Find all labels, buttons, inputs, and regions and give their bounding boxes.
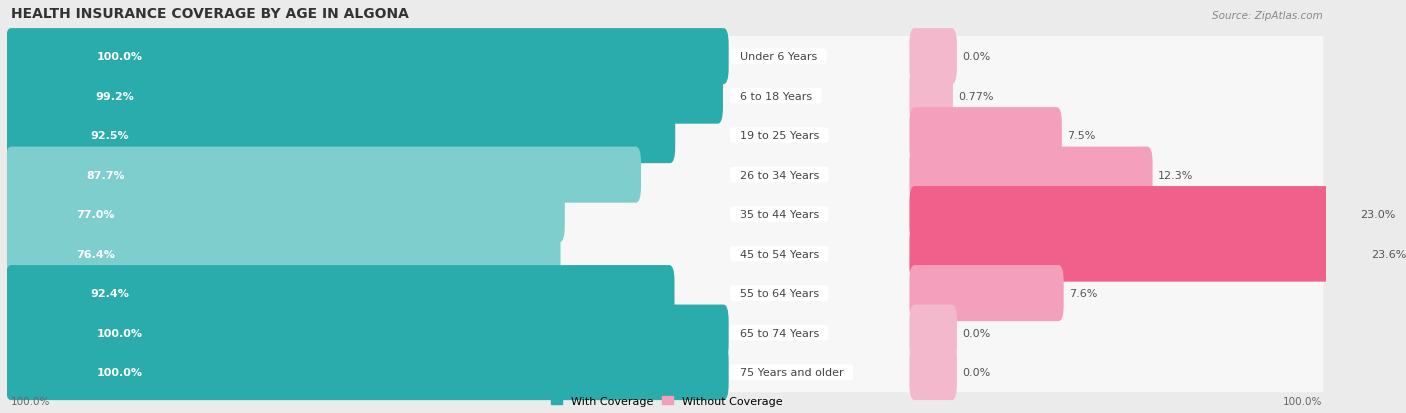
FancyBboxPatch shape [6,29,728,85]
Text: 99.2%: 99.2% [96,91,135,102]
FancyBboxPatch shape [10,313,1323,353]
FancyBboxPatch shape [910,305,957,361]
Text: Source: ZipAtlas.com: Source: ZipAtlas.com [1212,11,1323,21]
Text: 45 to 54 Years: 45 to 54 Years [733,249,825,259]
Legend: With Coverage, Without Coverage: With Coverage, Without Coverage [551,396,783,406]
Text: 23.6%: 23.6% [1372,249,1406,259]
FancyBboxPatch shape [910,69,953,124]
Text: 7.5%: 7.5% [1067,131,1095,141]
Text: 35 to 44 Years: 35 to 44 Years [733,210,825,220]
FancyBboxPatch shape [6,187,565,242]
FancyBboxPatch shape [6,344,728,400]
Text: 100.0%: 100.0% [97,328,142,338]
Text: 19 to 25 Years: 19 to 25 Years [733,131,825,141]
FancyBboxPatch shape [910,344,957,400]
Text: 92.4%: 92.4% [90,288,129,298]
FancyBboxPatch shape [10,37,1323,77]
Text: 100.0%: 100.0% [11,396,51,406]
FancyBboxPatch shape [910,29,957,85]
Text: 0.0%: 0.0% [962,328,990,338]
FancyBboxPatch shape [10,155,1323,195]
Text: 12.3%: 12.3% [1159,170,1194,180]
FancyBboxPatch shape [910,187,1355,242]
Text: 92.5%: 92.5% [90,131,128,141]
FancyBboxPatch shape [10,116,1323,156]
Text: 7.6%: 7.6% [1069,288,1097,298]
FancyBboxPatch shape [6,226,561,282]
Text: HEALTH INSURANCE COVERAGE BY AGE IN ALGONA: HEALTH INSURANCE COVERAGE BY AGE IN ALGO… [11,7,409,21]
Text: 0.0%: 0.0% [962,52,990,62]
FancyBboxPatch shape [6,108,675,164]
FancyBboxPatch shape [6,266,675,321]
Text: 76.4%: 76.4% [76,249,115,259]
Text: 55 to 64 Years: 55 to 64 Years [733,288,825,298]
Text: 100.0%: 100.0% [97,367,142,377]
FancyBboxPatch shape [6,147,641,203]
Text: 77.0%: 77.0% [77,210,115,220]
FancyBboxPatch shape [910,108,1062,164]
FancyBboxPatch shape [10,195,1323,235]
Text: 100.0%: 100.0% [97,52,142,62]
Text: 6 to 18 Years: 6 to 18 Years [733,91,818,102]
FancyBboxPatch shape [6,69,723,124]
FancyBboxPatch shape [10,76,1323,116]
Text: 75 Years and older: 75 Years and older [733,367,851,377]
Text: 100.0%: 100.0% [1284,396,1323,406]
Text: 23.0%: 23.0% [1360,210,1396,220]
FancyBboxPatch shape [910,226,1367,282]
Text: Under 6 Years: Under 6 Years [733,52,824,62]
FancyBboxPatch shape [6,305,728,361]
FancyBboxPatch shape [910,147,1153,203]
Text: 65 to 74 Years: 65 to 74 Years [733,328,825,338]
FancyBboxPatch shape [10,273,1323,313]
FancyBboxPatch shape [910,266,1064,321]
Text: 26 to 34 Years: 26 to 34 Years [733,170,825,180]
Text: 0.0%: 0.0% [962,367,990,377]
FancyBboxPatch shape [10,234,1323,274]
Text: 0.77%: 0.77% [959,91,994,102]
FancyBboxPatch shape [10,352,1323,392]
Text: 87.7%: 87.7% [86,170,125,180]
